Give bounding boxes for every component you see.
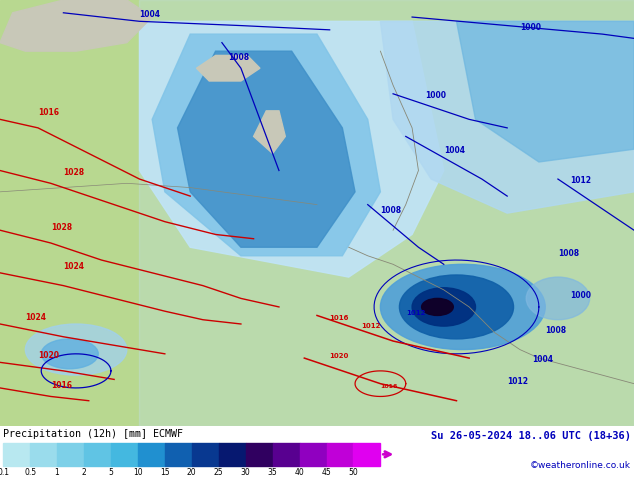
Text: 2: 2 (82, 468, 86, 477)
Text: 1020: 1020 (38, 351, 59, 360)
Text: 1016: 1016 (38, 108, 59, 117)
Bar (354, 443, 380, 466)
Ellipse shape (25, 324, 127, 375)
Bar (139, 0, 634, 426)
Bar (138, 443, 165, 466)
Text: 15: 15 (160, 468, 170, 477)
Bar (3, 443, 30, 466)
Text: 1000: 1000 (520, 23, 541, 32)
Polygon shape (456, 21, 634, 162)
Bar (111, 443, 138, 466)
Bar (327, 443, 354, 466)
Text: 25: 25 (214, 468, 224, 477)
Text: 1004: 1004 (444, 147, 465, 155)
Text: 35: 35 (268, 468, 278, 477)
Polygon shape (380, 21, 634, 213)
Text: 0.1: 0.1 (0, 468, 9, 477)
Bar (219, 443, 245, 466)
Bar (84, 443, 111, 466)
Text: 40: 40 (295, 468, 304, 477)
Text: Precipitation (12h) [mm] ECMWF: Precipitation (12h) [mm] ECMWF (3, 429, 183, 440)
Ellipse shape (380, 264, 545, 349)
Text: 1028: 1028 (51, 223, 72, 232)
Text: 1012: 1012 (406, 311, 425, 317)
Text: 1016: 1016 (380, 384, 398, 389)
Bar (299, 443, 327, 466)
Text: 1012: 1012 (571, 176, 592, 185)
Ellipse shape (412, 288, 476, 326)
Bar (165, 443, 191, 466)
Text: 1024: 1024 (63, 262, 84, 270)
Text: 50: 50 (349, 468, 358, 477)
Polygon shape (139, 21, 444, 277)
Ellipse shape (41, 339, 98, 369)
Ellipse shape (399, 275, 514, 339)
Text: 1024: 1024 (25, 313, 46, 322)
Text: 1008: 1008 (228, 53, 249, 62)
Bar (273, 443, 299, 466)
Text: ©weatheronline.co.uk: ©weatheronline.co.uk (530, 462, 631, 470)
Text: 1016: 1016 (330, 315, 349, 321)
Text: 1004: 1004 (533, 355, 553, 365)
Bar (191, 443, 219, 466)
Text: 1008: 1008 (558, 249, 579, 258)
Polygon shape (152, 34, 380, 256)
Text: 30: 30 (241, 468, 250, 477)
Text: 1012: 1012 (507, 377, 528, 386)
Bar (30, 443, 57, 466)
Polygon shape (254, 111, 285, 153)
Text: 5: 5 (108, 468, 113, 477)
Text: 20: 20 (187, 468, 197, 477)
Text: 1004: 1004 (139, 10, 160, 19)
Text: 1012: 1012 (361, 323, 381, 329)
Ellipse shape (526, 277, 590, 319)
Ellipse shape (422, 298, 453, 316)
Text: 0.5: 0.5 (24, 468, 36, 477)
Text: 1020: 1020 (330, 353, 349, 359)
Text: 1000: 1000 (425, 91, 446, 100)
Polygon shape (0, 0, 152, 51)
Text: Su 26-05-2024 18..06 UTC (18+36): Su 26-05-2024 18..06 UTC (18+36) (431, 431, 631, 441)
Text: 1000: 1000 (571, 292, 592, 300)
Polygon shape (197, 55, 260, 81)
Text: 1008: 1008 (545, 325, 566, 335)
Polygon shape (178, 51, 355, 247)
Text: 1: 1 (55, 468, 60, 477)
Text: 1008: 1008 (380, 206, 401, 215)
Text: 10: 10 (133, 468, 143, 477)
Bar (245, 443, 273, 466)
Text: 1028: 1028 (63, 168, 84, 177)
Text: 45: 45 (321, 468, 332, 477)
Text: 1016: 1016 (51, 381, 72, 390)
Bar (57, 443, 84, 466)
